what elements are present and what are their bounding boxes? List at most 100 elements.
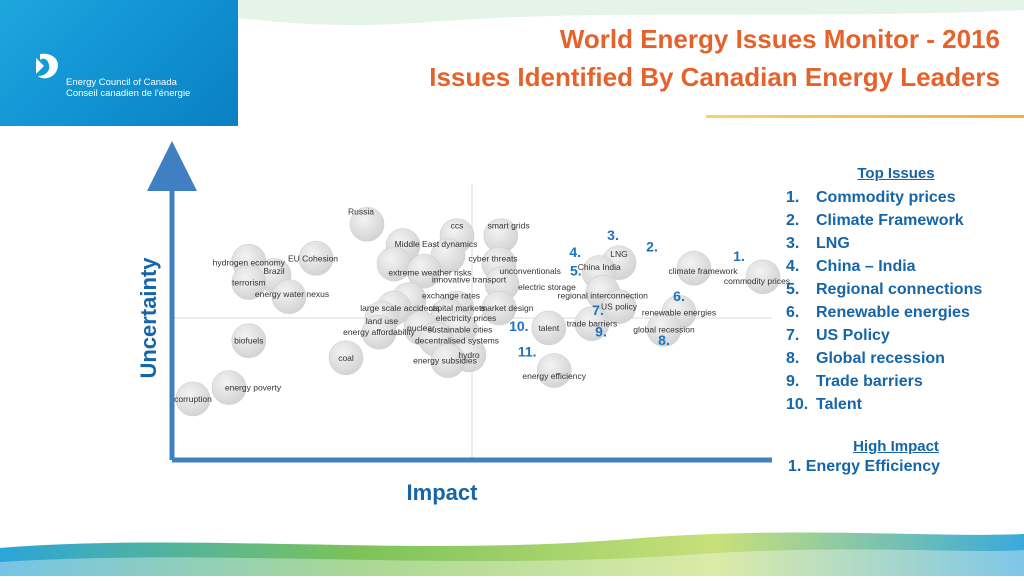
- page-title: World Energy Issues Monitor - 2016 Issue…: [429, 20, 1000, 96]
- bubble-label: energy efficiency: [522, 371, 586, 381]
- top-issue-label: China – India: [816, 258, 916, 275]
- bubble-label: unconventionals: [499, 266, 560, 276]
- bubble: [536, 353, 572, 388]
- top-issue-number: 1.: [786, 189, 800, 206]
- top-issue-item: 9. Trade barriers: [786, 370, 1006, 393]
- bubble-label: Brazil: [263, 266, 284, 276]
- bubble-label: coal: [338, 353, 354, 363]
- energy-council-logo-icon: [36, 53, 59, 79]
- bubble-label: commodity prices: [724, 276, 790, 286]
- top-issues-legend: Top Issues 1. Commodity prices 2. Climate F…: [786, 165, 1006, 478]
- top-issues-heading: Top Issues: [857, 165, 935, 182]
- top-issue-label: Commodity prices: [816, 189, 956, 206]
- bubble-label: large scale accidents: [360, 303, 439, 313]
- top-issue-label: Renewable energies: [816, 304, 970, 321]
- bubble-label: nuclear: [407, 323, 435, 333]
- bubble-label: trade barriers: [567, 319, 618, 329]
- rank-number: 1.: [733, 248, 745, 264]
- footer-wave: [0, 532, 1024, 576]
- bubble-label: market design: [480, 303, 534, 313]
- bubble-label: capital markets: [428, 303, 485, 313]
- top-issue-label: Global recession: [816, 350, 945, 367]
- top-issue-item: 10. Talent: [786, 393, 1006, 416]
- rank-number: 9.: [595, 323, 607, 339]
- rank-number: 11.: [518, 343, 537, 359]
- top-issue-number: 9.: [786, 373, 800, 390]
- top-issue-label: Trade barriers: [816, 373, 923, 390]
- bubble: [361, 314, 397, 350]
- top-issues-list: 1. Commodity prices 2. Climate Framework 3. L…: [786, 186, 1006, 416]
- bubble: [231, 323, 267, 359]
- bubble-label: innovative transport: [432, 275, 507, 285]
- top-issue-label: US Policy: [816, 327, 890, 344]
- bubble: [601, 289, 637, 324]
- top-issue-item: 2. Climate Framework: [786, 209, 1006, 232]
- top-issue-number: 4.: [786, 258, 800, 275]
- axes-layer: [147, 141, 772, 463]
- bubble-label: extreme weather risks: [388, 268, 471, 278]
- bubble: [211, 370, 247, 405]
- bubble: [676, 250, 712, 286]
- bubble: [574, 306, 610, 341]
- top-issue-label: LNG: [816, 235, 850, 252]
- rank-number: 3.: [607, 227, 619, 243]
- bubbles-layer: [175, 206, 781, 417]
- logo-panel: Energy Council of Canada Conseil canadie…: [0, 0, 238, 126]
- bubble-label: hydro: [458, 350, 480, 360]
- bubble-label: smart grids: [488, 221, 530, 231]
- rank-number: 5.: [570, 262, 582, 278]
- bubble: [298, 241, 334, 276]
- top-issue-number: 10.: [786, 396, 809, 413]
- bubble-label: cyber threats: [468, 253, 517, 263]
- bubble: [745, 259, 781, 295]
- bubble: [646, 312, 682, 347]
- bubble-label: China India: [578, 262, 621, 272]
- top-issue-item: 6. Renewable energies: [786, 301, 1006, 324]
- bubble-label: US policy: [601, 302, 638, 312]
- bubble-label: global recession: [633, 324, 695, 334]
- bubble: [481, 290, 517, 326]
- footer-band: [0, 528, 1024, 576]
- top-issue-label: Climate Framework: [816, 212, 964, 229]
- top-issue-item: 7. US Policy: [786, 324, 1006, 347]
- bubble-label: energy poverty: [225, 383, 282, 393]
- bubble-label: hydrogen economy: [213, 258, 286, 268]
- title-line-2: Issues Identified By Canadian Energy Lea…: [429, 62, 1000, 92]
- bubble-label: biofuels: [234, 336, 263, 346]
- rank-number: 2.: [646, 238, 658, 254]
- bubble: [406, 253, 442, 289]
- top-issue-item: 5. Regional connections: [786, 278, 1006, 301]
- bubble-label: EU Cohesion: [288, 253, 338, 263]
- bubble-label: electricity prices: [436, 313, 496, 323]
- top-issue-number: 2.: [786, 212, 800, 229]
- top-issue-number: 3.: [786, 235, 800, 252]
- bubble-label: ccs: [451, 221, 464, 231]
- bubble-label: sustainable cities: [428, 324, 493, 334]
- bubble: [531, 310, 567, 346]
- labels-layer: Russia ccs smart grids Middle East dynamics…: [174, 207, 790, 404]
- bubble-label: corruption: [174, 394, 212, 404]
- top-issue-number: 8.: [786, 350, 800, 367]
- high-impact-heading: High Impact: [853, 438, 939, 455]
- y-axis-label: Uncertainty: [136, 257, 161, 379]
- rank-number: 4.: [569, 244, 581, 260]
- bubble: [175, 381, 211, 417]
- title-underline: [706, 115, 1024, 118]
- bubble-label: energy water nexus: [255, 289, 329, 299]
- top-issue-item: 1. Commodity prices: [786, 186, 1006, 209]
- high-impact-item: 1. Energy Efficiency: [788, 458, 941, 475]
- bubble-label: renewable energies: [642, 307, 716, 317]
- bubble-label: LNG: [610, 249, 627, 259]
- org-name-en: Energy Council of Canada: [66, 77, 177, 88]
- bubble: [231, 265, 267, 300]
- x-axis-label: Impact: [407, 480, 479, 505]
- bubble-label: climate framework: [669, 266, 739, 276]
- logo-text: Energy Council of Canada Conseil canadie…: [66, 77, 190, 99]
- top-issue-item: 4. China – India: [786, 255, 1006, 278]
- top-issue-item: 3. LNG: [786, 232, 1006, 255]
- bubble-label: Middle East dynamics: [395, 239, 478, 249]
- bubble: [349, 206, 385, 242]
- bubble-label: terrorism: [232, 278, 266, 288]
- top-issue-number: 5.: [786, 281, 800, 298]
